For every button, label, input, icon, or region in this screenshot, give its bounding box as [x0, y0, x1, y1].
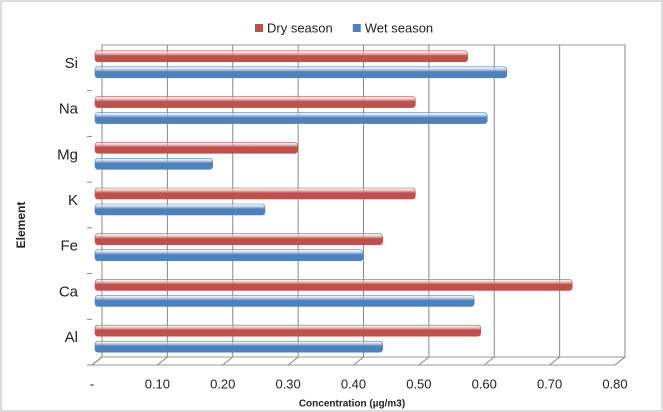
bar [94, 233, 383, 246]
x-tick-label: 0.70 [537, 376, 562, 391]
x-tick-label: - [90, 376, 94, 391]
y-tick-label: Na [59, 101, 79, 118]
bar [94, 340, 383, 353]
x-tick-label: 0.30 [275, 376, 300, 391]
bar [94, 295, 475, 307]
grid-line [549, 45, 561, 366]
x-tick-label: 0.60 [472, 376, 497, 391]
x-tick-label: 0.20 [210, 376, 235, 391]
y-tick-label: Fe [60, 238, 78, 255]
grid-line [614, 45, 626, 366]
bar [94, 279, 573, 291]
y-tick-label: Ca [59, 283, 79, 300]
x-tick-label: 0.10 [145, 376, 170, 391]
bar [94, 324, 482, 337]
bar [94, 96, 416, 108]
bar [94, 203, 266, 216]
legend-swatch [255, 24, 263, 32]
grid-line [353, 45, 364, 366]
bar [94, 249, 364, 262]
bar [94, 112, 488, 124]
y-axis-title: Element [14, 202, 28, 249]
bar [94, 50, 468, 63]
grid-line [483, 45, 495, 366]
x-tick-label: 0.80 [602, 376, 627, 391]
x-tick-label: 0.40 [341, 376, 366, 391]
grid-line [418, 45, 430, 366]
y-tick-label: Mg [57, 146, 78, 163]
bar [94, 187, 416, 200]
bar [94, 141, 298, 154]
y-tick-label: K [68, 192, 78, 209]
x-tick-label: 0.50 [406, 376, 431, 391]
legend-label: Wet season [365, 20, 433, 35]
legend-swatch [352, 24, 361, 32]
y-tick-label: Si [65, 55, 78, 72]
y-tick-label: Al [65, 329, 78, 346]
legend-label: Dry season [267, 20, 333, 35]
x-axis-title: Concentration (µg/m3) [299, 399, 405, 410]
bar [94, 66, 508, 79]
grid-line [287, 45, 299, 366]
bar [94, 157, 213, 170]
